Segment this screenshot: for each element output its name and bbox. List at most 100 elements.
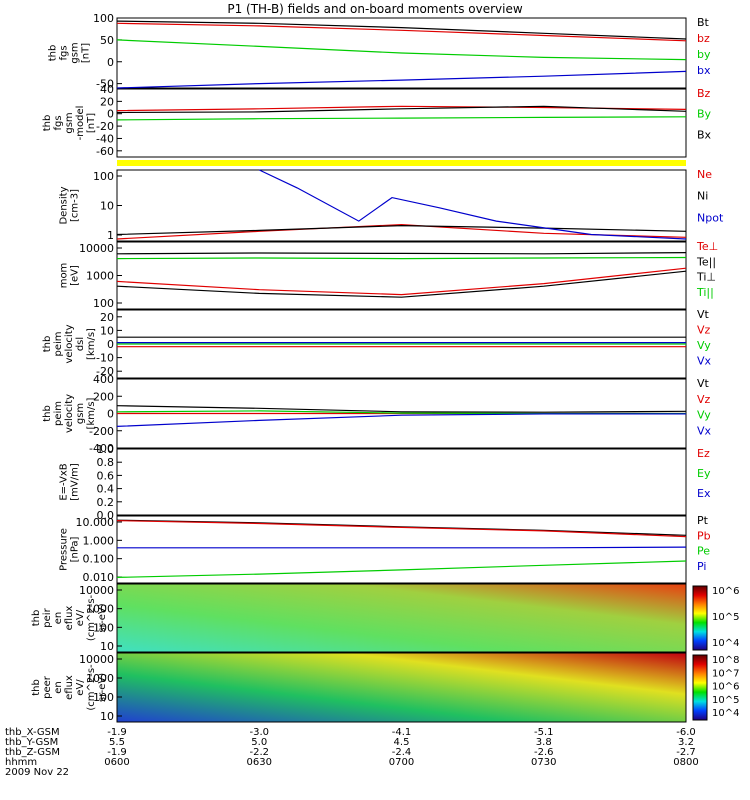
y-tick-label: 0 (107, 338, 114, 351)
legend-entry: Te|| (696, 255, 716, 268)
legend-entry: Pt (697, 514, 709, 527)
y-axis-label: Pressure[nPa] (59, 528, 81, 571)
colorbar-tick-label: 10^5 (712, 695, 739, 706)
legend-entry: Ti|| (696, 286, 714, 299)
axis-row-value: 5.0 (251, 737, 267, 748)
figure-title: P1 (TH-B) fields and on-board moments ov… (227, 2, 523, 16)
legend-entry: Vx (697, 424, 712, 437)
panel-9: 10^6 10^5 10^4 10000 1000 100 10thbpeireneflux… (31, 583, 739, 653)
panel-frame (116, 448, 687, 516)
panel-4: 10000 1000 100 mom[eV] Te⊥ Te|| Ti⊥ Ti|| (59, 240, 719, 310)
series-bz (116, 22, 687, 42)
colorbar-tick-label: 10^8 (712, 655, 739, 666)
y-tick-label: 0.8 (97, 456, 115, 469)
panel-10: 10^8 10^7 10^6 10^5 10^4 10000 1000 100 10thbpee… (31, 652, 739, 723)
series-bx (116, 70, 687, 89)
legend-entry: Vy (697, 339, 711, 352)
axis-row-value: -2.4 (392, 747, 412, 758)
y-tick-label: 0.6 (97, 469, 115, 482)
y-axis-label: thbfgsgsm[nT] (48, 42, 92, 63)
legend-entry: Vz (697, 393, 711, 406)
y-tick-label: -60 (96, 145, 114, 158)
panel-3: 100 10 1 Density[cm-3] Ne Ni Npot (59, 168, 724, 242)
legend-entry: Pi (697, 560, 706, 573)
y-tick-label: 100 (93, 621, 114, 634)
axis-row-value: -5.1 (534, 727, 554, 738)
legend-entry: bz (697, 32, 710, 45)
panel-frame (116, 652, 687, 723)
axis-row-label: thb_Z-GSM (5, 747, 60, 758)
colorbar-tick-label: 10^4 (712, 638, 739, 649)
colorbar-tick-label: 10^7 (712, 668, 739, 679)
y-tick-label: 200 (93, 390, 114, 403)
axis-row-value: 0630 (247, 757, 272, 768)
axis-row-label: thb_Y-GSM (5, 737, 58, 748)
y-tick-label: -200 (89, 425, 114, 438)
axis-row-value: 5.5 (109, 737, 125, 748)
legend-entry: Vx (697, 355, 712, 368)
axis-row-value: 0700 (389, 757, 414, 768)
panel-frame (116, 515, 687, 584)
y-tick-label: -400 (89, 442, 114, 455)
y-axis-label: thbpeirenefluxeV/(cm^2-s-sr-eV) (31, 594, 108, 641)
y-tick-label: 10000 (79, 242, 114, 255)
axis-row-value: -1.9 (107, 747, 127, 758)
legend-entry: by (697, 48, 711, 61)
y-tick-label: 10.000 (76, 516, 115, 529)
axis-row-label: hhmm (5, 757, 37, 768)
y-tick-label: 100 (93, 170, 114, 183)
series-Vt (116, 405, 687, 413)
panel-7: 1.00.80.60.40.20.0 E=-VxB[mV/m] Ez Ey Ex (59, 443, 711, 522)
legend-entry: Pe (697, 545, 710, 558)
legend-entry: Ex (697, 487, 711, 500)
series-Ni (116, 224, 687, 236)
y-tick-label: 1.000 (83, 534, 115, 547)
y-tick-label: 100 (93, 297, 114, 310)
y-tick-label: 1000 (86, 603, 114, 616)
y-axis-label: thbfgsgsm-model[nT] (42, 106, 97, 141)
axis-row-value: 3.8 (536, 737, 552, 748)
y-tick-label: -20 (96, 365, 114, 378)
axis-row-value: 4.5 (394, 737, 410, 748)
legend-entry: Ey (697, 467, 711, 480)
y-tick-label: -50 (96, 78, 114, 91)
y-tick-label: 0 (107, 108, 114, 121)
y-axis-label: thbpeimvelocitydsl[km/s] (42, 324, 97, 363)
panel-frame (116, 17, 687, 89)
y-tick-label: 100 (93, 12, 114, 25)
legend-entry: Npot (697, 211, 724, 224)
panel-6: 400 200 0 -200 -400 thbpeimvelocitygsm[km/s] V… (42, 373, 712, 455)
colorbar (692, 585, 708, 651)
legend-entry: Ni (697, 190, 708, 203)
colorbar-tick-label: 10^6 (712, 682, 739, 693)
y-tick-label: 50 (100, 34, 114, 47)
axis-row-value: -1.9 (107, 727, 127, 738)
axis-row-value: 0730 (531, 757, 556, 768)
y-tick-label: 1 (107, 229, 114, 242)
y-tick-label: 10 (100, 324, 114, 337)
y-tick-label: 0.010 (83, 571, 115, 584)
y-tick-label: 20 (100, 95, 114, 108)
series-Pi (117, 546, 687, 549)
legend-entry: Te⊥ (696, 240, 718, 253)
legend-entry: Vt (697, 308, 710, 321)
legend-entry: Pb (697, 529, 711, 542)
axis-row-value: -3.0 (249, 727, 269, 738)
y-tick-label: 0.100 (83, 553, 115, 566)
y-tick-label: 0.2 (97, 496, 115, 509)
colorbar-tick-label: 10^5 (712, 612, 739, 623)
legend-entry: Vt (697, 377, 710, 390)
y-tick-label: 10 (100, 200, 114, 213)
series-Te⊥ (116, 267, 687, 296)
y-tick-label: 10000 (79, 584, 114, 597)
series-By (116, 116, 687, 121)
axis-row-value: 0800 (673, 757, 698, 768)
y-tick-label: 0 (107, 408, 114, 421)
colorbar-tick-label: 10^6 (712, 586, 739, 597)
y-tick-label: 400 (93, 373, 114, 386)
axis-row-value: 0600 (104, 757, 129, 768)
y-axis-label: mom[eV] (59, 263, 81, 289)
